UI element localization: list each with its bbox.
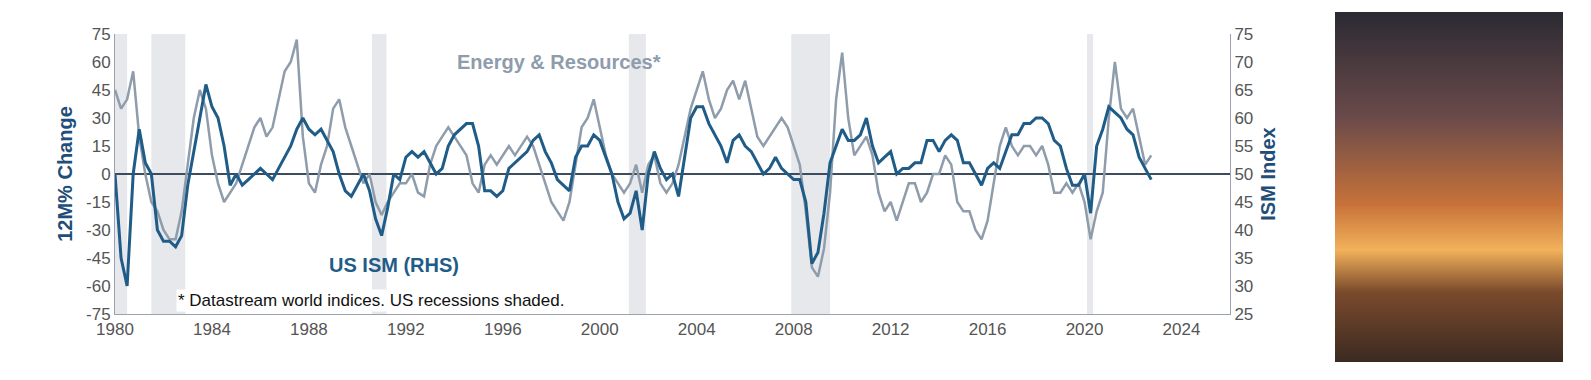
svg-text:55: 55	[1234, 137, 1253, 156]
svg-text:65: 65	[1234, 81, 1253, 100]
svg-text:35: 35	[1234, 249, 1253, 268]
svg-text:70: 70	[1234, 53, 1253, 72]
svg-text:12M% Change: 12M% Change	[54, 106, 76, 242]
svg-text:30: 30	[1234, 277, 1253, 296]
svg-text:1984: 1984	[193, 320, 231, 339]
svg-text:45: 45	[92, 81, 111, 100]
svg-text:15: 15	[92, 137, 111, 156]
svg-text:2020: 2020	[1066, 320, 1104, 339]
svg-text:-45: -45	[86, 249, 111, 268]
svg-text:2004: 2004	[678, 320, 716, 339]
svg-text:60: 60	[1234, 109, 1253, 128]
svg-text:1996: 1996	[484, 320, 522, 339]
svg-text:2012: 2012	[872, 320, 910, 339]
svg-text:75: 75	[92, 25, 111, 44]
svg-text:-30: -30	[86, 221, 111, 240]
svg-text:2024: 2024	[1163, 320, 1201, 339]
svg-text:40: 40	[1234, 221, 1253, 240]
svg-text:2016: 2016	[969, 320, 1007, 339]
svg-text:1988: 1988	[290, 320, 328, 339]
svg-text:2000: 2000	[581, 320, 619, 339]
svg-text:-60: -60	[86, 277, 111, 296]
svg-text:50: 50	[1234, 165, 1253, 184]
svg-text:1992: 1992	[387, 320, 425, 339]
svg-text:* Datastream world indices. US: * Datastream world indices. US recession…	[178, 291, 564, 310]
svg-text:1980: 1980	[96, 320, 134, 339]
svg-text:US ISM (RHS): US ISM (RHS)	[329, 254, 459, 276]
svg-text:Energy & Resources*: Energy & Resources*	[457, 51, 661, 73]
svg-text:25: 25	[1234, 305, 1253, 324]
svg-text:-15: -15	[86, 193, 111, 212]
svg-text:60: 60	[92, 53, 111, 72]
svg-text:75: 75	[1234, 25, 1253, 44]
svg-text:ISM Index: ISM Index	[1257, 127, 1279, 220]
svg-text:45: 45	[1234, 193, 1253, 212]
svg-text:-75: -75	[86, 305, 111, 324]
svg-text:0: 0	[101, 165, 110, 184]
svg-text:2008: 2008	[775, 320, 813, 339]
svg-text:30: 30	[92, 109, 111, 128]
